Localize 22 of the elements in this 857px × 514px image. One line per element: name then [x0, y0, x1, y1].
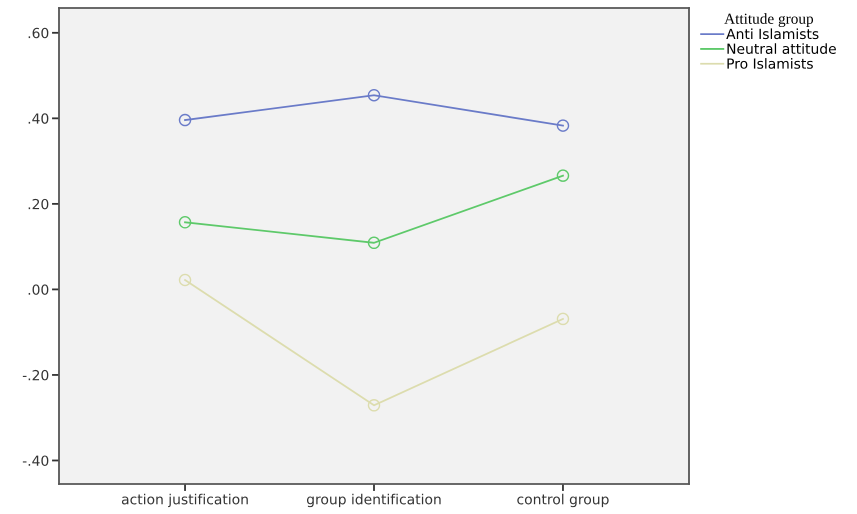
legend-label: Anti Islamists [726, 28, 818, 40]
y-tick-label: .20 [28, 198, 48, 210]
y-tick-label: -.40 [22, 455, 48, 466]
point [178, 114, 192, 126]
legend-label: Neutral attitude [727, 43, 836, 54]
legend-label: Pro Islamists [727, 58, 813, 69]
x-tick-label: control group [517, 494, 609, 508]
point [178, 216, 192, 229]
point [178, 274, 192, 286]
point [556, 119, 570, 132]
x-tick-label: action justification [122, 494, 248, 508]
point [368, 399, 380, 412]
y-tick-label: .00 [28, 284, 48, 295]
y-tick-label: .60 [28, 28, 48, 38]
y-tick-label: .40 [28, 113, 48, 124]
legend-title: Attitude group [724, 13, 814, 28]
y-tick-label: -.20 [22, 370, 48, 380]
point [556, 312, 570, 326]
x-tick-label: group identification [306, 494, 441, 508]
point [556, 169, 570, 182]
point [368, 236, 380, 250]
point [368, 88, 380, 102]
